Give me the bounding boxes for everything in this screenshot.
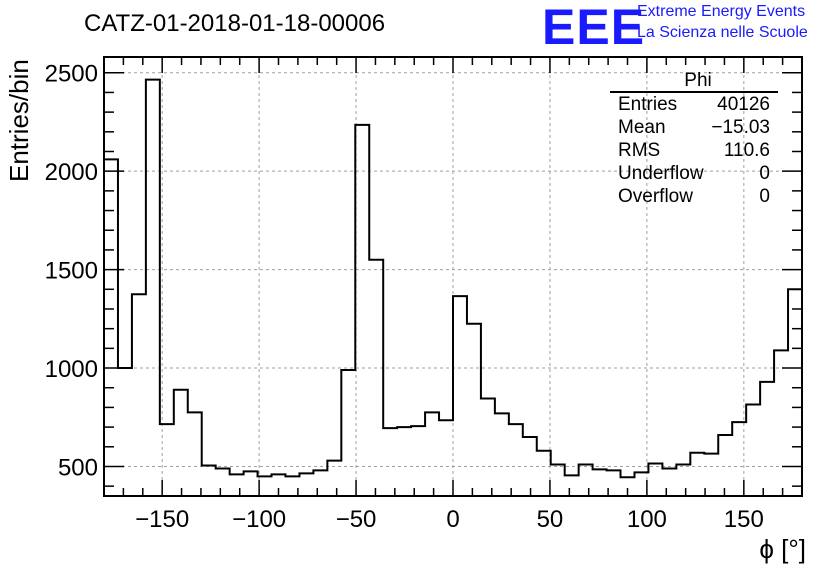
logo-line-2: La Scienza nelle Scuole [637, 24, 808, 41]
chart-title: CATZ-01-2018-01-18-00006 [84, 10, 386, 37]
x-tick-label: 0 [446, 506, 459, 533]
stats-label: RMS [618, 140, 661, 161]
eee-logo: EEE [542, 0, 646, 55]
y-axis-label: Entries/bin [4, 59, 34, 182]
stats-box: Phi Entries 40126 Mean −15.03 RMS 110.6 … [610, 70, 778, 208]
y-tick-label: 1500 [45, 258, 98, 285]
x-tick-label: 50 [537, 506, 564, 533]
x-tick-label: −150 [135, 506, 189, 533]
x-tick-label: 150 [724, 506, 764, 533]
stats-label: Overflow [618, 186, 693, 207]
y-tick-label: 2000 [45, 159, 98, 186]
y-tick-label: 1000 [45, 356, 98, 383]
stats-row-mean: Mean −15.03 [610, 116, 778, 139]
x-tick-label: 100 [627, 506, 667, 533]
stats-value: −15.03 [711, 117, 770, 138]
stats-label: Underflow [618, 163, 704, 184]
x-axis-label: ϕ [°] [759, 534, 806, 564]
stats-value: 40126 [717, 94, 770, 115]
y-tick-label: 500 [58, 454, 98, 481]
stats-box-title: Phi [610, 70, 778, 93]
y-tick-label: 2500 [45, 61, 98, 88]
logo-line-1: Extreme Energy Events [637, 3, 806, 20]
stats-row-overflow: Overflow 0 [610, 185, 778, 208]
stats-row-underflow: Underflow 0 [610, 162, 778, 185]
x-tick-label: −50 [336, 506, 377, 533]
plot-frame [103, 56, 803, 497]
axis-tick-labels: −150 −100 −50 0 50 100 150 500 1000 1500 2000 2500 [45, 61, 764, 533]
stats-value: 0 [759, 186, 770, 207]
histogram-line [104, 78, 802, 479]
stats-value: 110.6 [723, 140, 770, 161]
x-tick-label: −100 [232, 506, 286, 533]
stats-row-entries: Entries 40126 [610, 93, 778, 116]
stats-label: Entries [618, 94, 678, 115]
stats-value: 0 [759, 163, 770, 184]
stats-row-rms: RMS 110.6 [610, 139, 778, 162]
stats-label: Mean [618, 117, 666, 138]
